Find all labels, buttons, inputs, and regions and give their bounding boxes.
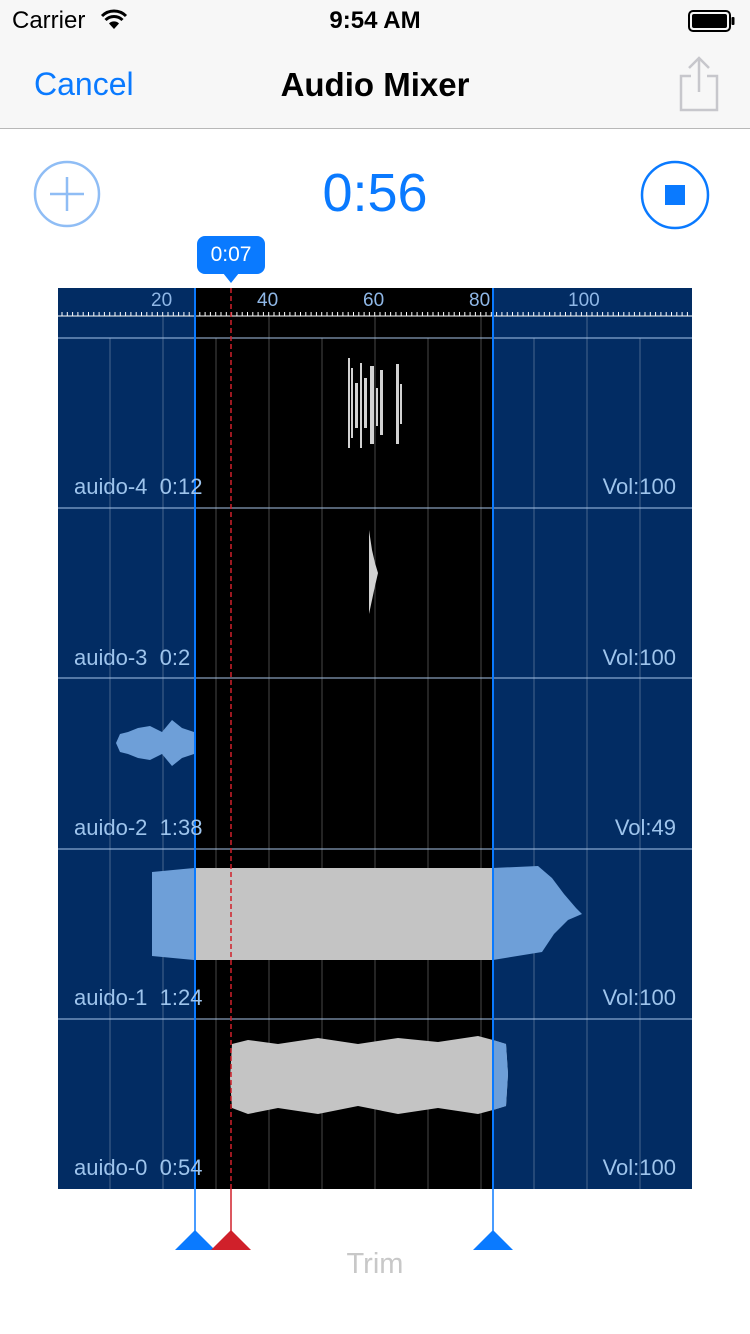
trim-end-handle[interactable] bbox=[473, 1230, 513, 1255]
ruler-label: 20 bbox=[151, 290, 173, 311]
track-name: auido-0 bbox=[74, 1155, 148, 1180]
ruler-label: 60 bbox=[363, 290, 385, 311]
track-duration: 0:2 bbox=[159, 645, 191, 670]
waveform-auido-3 bbox=[369, 530, 378, 614]
track-name: auido-2 bbox=[74, 815, 148, 840]
track-volume: Vol:100 bbox=[602, 474, 676, 499]
track-duration: 1:38 bbox=[159, 815, 203, 840]
track-volume: Vol:100 bbox=[602, 645, 676, 670]
multitrack-timeline[interactable]: 20 40 60 80 100 auido-4 0:12 Vol:100 aui… bbox=[58, 288, 692, 1189]
track-volume: Vol:100 bbox=[602, 1155, 676, 1180]
wifi-icon bbox=[100, 9, 128, 36]
trim-button[interactable]: Trim bbox=[346, 1248, 404, 1280]
track-name: auido-3 bbox=[74, 645, 148, 670]
trim-handle-stems bbox=[194, 1189, 494, 1235]
trim-start-time-bubble: 0:07 bbox=[197, 236, 265, 283]
ruler-label: 80 bbox=[469, 290, 491, 311]
track-duration: 0:54 bbox=[159, 1155, 203, 1180]
waveform-auido-4 bbox=[348, 358, 402, 448]
add-track-button[interactable] bbox=[33, 160, 101, 228]
waveform-auido-2 bbox=[116, 720, 616, 766]
waveform-auido-0 bbox=[230, 1036, 508, 1114]
trim-start-handle[interactable] bbox=[175, 1230, 215, 1255]
carrier-label: Carrier bbox=[12, 7, 86, 34]
battery-icon bbox=[688, 10, 736, 37]
elapsed-time: 0:56 bbox=[322, 163, 428, 223]
ruler-label: 40 bbox=[257, 290, 279, 311]
track-volume: Vol:49 bbox=[614, 815, 676, 840]
navigation-bar: Cancel Audio Mixer bbox=[0, 40, 750, 129]
timeline-canvas bbox=[58, 288, 692, 1189]
track-name: auido-4 bbox=[74, 474, 148, 499]
track-name: auido-1 bbox=[74, 985, 148, 1010]
playhead-handle[interactable] bbox=[211, 1230, 251, 1255]
cancel-button[interactable]: Cancel bbox=[34, 66, 134, 102]
status-time: 9:54 AM bbox=[329, 7, 421, 34]
track-duration: 0:12 bbox=[159, 474, 203, 499]
stop-button[interactable] bbox=[640, 160, 710, 230]
track-volume: Vol:100 bbox=[602, 985, 676, 1010]
waveform-auido-1 bbox=[152, 866, 582, 960]
ruler-label: 100 bbox=[568, 290, 600, 311]
status-bar: Carrier 9:54 AM bbox=[0, 0, 750, 40]
track-duration: 1:24 bbox=[159, 985, 203, 1010]
plus-circle-icon bbox=[33, 160, 101, 228]
share-icon[interactable] bbox=[676, 54, 722, 114]
stop-circle-icon bbox=[640, 160, 710, 230]
page-title: Audio Mixer bbox=[280, 66, 470, 103]
